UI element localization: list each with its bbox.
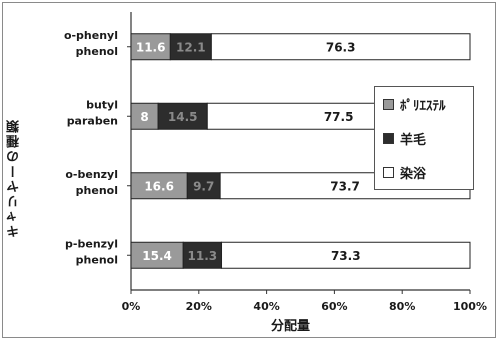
legend-item-dyebath: 染浴 [383,161,426,183]
bar-data-label: 11.3 [188,249,218,263]
bar-data-label: 73.7 [330,179,360,193]
bar-data-label: 14.5 [168,110,198,124]
y-axis-label: キャリヤーの種類 [7,118,22,238]
category-label: phenol [76,45,118,58]
chart-frame [2,2,496,338]
bar-segment [130,172,188,200]
bar-segment [186,172,221,200]
bar-data-label: 8 [140,110,148,124]
category-label: butyl [86,98,118,111]
category-label: phenol [76,184,118,197]
bar-data-label: 76.3 [326,40,356,54]
bar-data-label: 77.5 [324,110,354,124]
x-tick-label: 80% [389,300,415,313]
category-label: p-benzyl [65,237,118,250]
legend-item-polyester: ﾎﾟﾘｴｽﾃﾙ [383,93,446,115]
category-label: o-phenyl [64,29,118,42]
bar-data-label: 73.3 [331,249,361,263]
legend-swatch-dyebath [383,166,394,178]
category-label: phenol [76,253,118,266]
legend: ﾎﾟﾘｴｽﾃﾙ 羊毛 染浴 [374,86,474,190]
bar-segment [221,241,471,269]
legend-label-wool: 羊毛 [400,132,427,148]
bar-data-label: 11.6 [136,40,166,54]
bar-segment [130,102,159,130]
bar-data-label: 9.7 [193,179,214,193]
category-label: paraben [67,114,118,127]
x-tick-label: 60% [321,300,347,313]
bar-segment [157,102,208,130]
x-tick-label: 0% [122,300,141,313]
x-tick-label: 20% [186,300,212,313]
bar-data-label: 12.1 [176,40,206,54]
legend-label-polyester: ﾎﾟﾘｴｽﾃﾙ [400,98,446,114]
bar-segment [210,33,471,61]
legend-swatch-polyester [383,98,394,110]
legend-label-dyebath: 染浴 [400,166,427,182]
x-tick-label: 100% [453,300,487,313]
legend-swatch-wool [383,132,394,144]
x-axis-label: 分配量 [271,318,310,334]
category-label: o-benzyl [65,168,118,181]
x-tick-label: 40% [253,300,279,313]
bar-segment [130,241,184,269]
legend-item-wool: 羊毛 [383,127,426,149]
bar-data-label: 15.4 [142,249,172,263]
bar-data-label: 16.6 [144,179,174,193]
